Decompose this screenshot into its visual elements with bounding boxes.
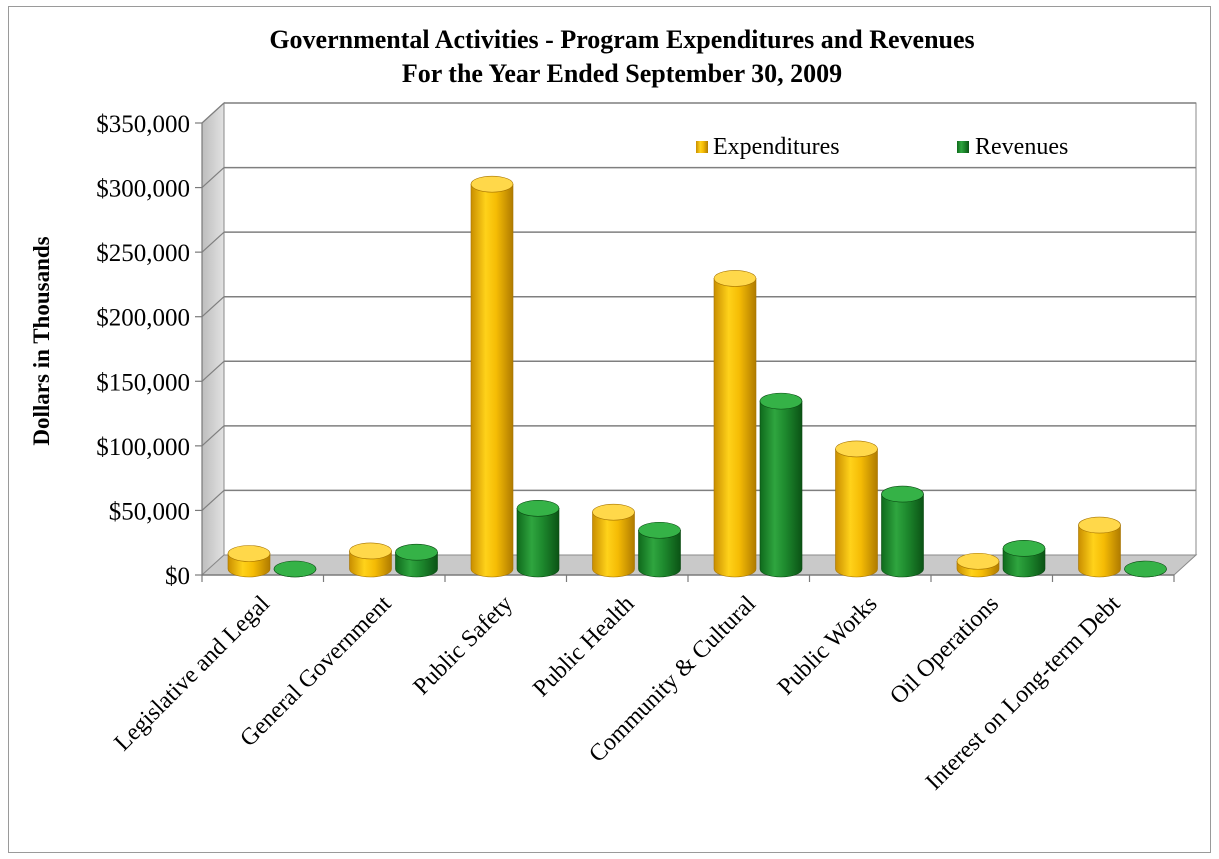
y-tick-label: $50,000 [109, 498, 190, 525]
bar-expenditures-general-government [349, 542, 392, 578]
bar-top [273, 560, 317, 578]
bar-top [592, 503, 635, 521]
bar-body [881, 493, 924, 578]
bar-top [638, 521, 681, 539]
x-tick-label-public-health: Public Health [528, 591, 639, 702]
gridline-side [201, 425, 225, 447]
legend-swatch-expenditures [696, 141, 708, 153]
bar-revenues-public-works [881, 485, 924, 578]
legend-label-revenues: Revenues [975, 134, 1068, 160]
bar-body [638, 529, 681, 578]
bar-top [470, 175, 514, 193]
legend-label-expenditures: Expenditures [713, 134, 840, 160]
y-axis-ticks: $0 $50,000 $100,000 $150,000 $200,000 $250,00… [96, 111, 203, 590]
chart-title: Governmental Activities - Program Expend… [269, 25, 974, 54]
y-tick-label: $300,000 [96, 176, 190, 203]
y-tick-label: $250,000 [96, 240, 190, 267]
y-tick-label: $0 [165, 563, 190, 590]
gridline-side [201, 231, 225, 253]
chart-subtitle: For the Year Ended September 30, 2009 [402, 59, 842, 88]
bar-expenditures-interest-on-long-term-debt [1078, 516, 1121, 578]
x-tick-label-interest-on-long-term-debt: Interest on Long-term Debt [921, 591, 1126, 796]
bar-expenditures-public-health [592, 503, 635, 578]
gridline-side [201, 360, 225, 382]
bar-body [1078, 524, 1121, 578]
bar-body [713, 278, 757, 578]
bar-top [1002, 540, 1046, 557]
gridlines [201, 102, 1196, 511]
bar-chart: Governmental Activities - Program Expend… [29, 25, 1198, 796]
bar-body [592, 511, 635, 578]
bar-revenues-community-cultural [759, 392, 803, 578]
y-tick-label: $100,000 [96, 434, 190, 461]
gridline-side [201, 489, 225, 511]
bar-revenues-legislative-and-legal [273, 560, 317, 578]
bar-revenues-general-government [395, 543, 438, 578]
gridline-side [201, 167, 225, 189]
bar-revenues-oil-operations [1002, 540, 1046, 578]
bar-top [713, 270, 757, 287]
bar-revenues-interest-on-long-term-debt [1124, 560, 1167, 578]
bar-top [835, 440, 878, 458]
y-tick-label: $350,000 [96, 111, 190, 138]
legend: Expenditures Revenues [696, 134, 1068, 160]
bar-body [759, 400, 803, 578]
gridline-side [201, 296, 225, 318]
bar-top [516, 500, 560, 517]
bar-top [759, 392, 803, 410]
bar-revenues-public-health [638, 521, 681, 578]
y-axis-label: Dollars in Thousands [29, 236, 54, 445]
chart-frame: Governmental Activities - Program Expend… [8, 6, 1211, 853]
y-tick-label: $200,000 [96, 305, 190, 332]
bar-body [470, 183, 514, 578]
bar-top [956, 552, 1000, 570]
x-tick-label-public-safety: Public Safety [409, 591, 518, 700]
bar-expenditures-legislative-and-legal [227, 545, 271, 578]
bar-top [349, 542, 392, 560]
bar-top [1124, 560, 1167, 578]
bar-expenditures-community-cultural [713, 270, 757, 578]
bars [227, 175, 1167, 578]
back-wall [223, 102, 1197, 556]
bar-top [881, 485, 924, 503]
bar-top [395, 543, 438, 561]
bar-body [835, 448, 878, 578]
y-tick-label: $150,000 [96, 369, 190, 396]
plot-walls [200, 101, 1198, 582]
x-tick-label-oil-operations: Oil Operations [885, 591, 1004, 710]
side-wall [201, 101, 225, 577]
bar-revenues-public-safety [516, 500, 560, 578]
legend-swatch-revenues [957, 141, 969, 153]
x-tick-label-public-works: Public Works [773, 591, 883, 701]
bar-expenditures-public-safety [470, 175, 514, 578]
bar-expenditures-public-works [835, 440, 878, 578]
bar-top [227, 545, 271, 562]
bar-expenditures-oil-operations [956, 552, 1000, 578]
bar-body [516, 508, 560, 578]
gridline-side [201, 102, 225, 124]
bar-top [1078, 516, 1121, 534]
